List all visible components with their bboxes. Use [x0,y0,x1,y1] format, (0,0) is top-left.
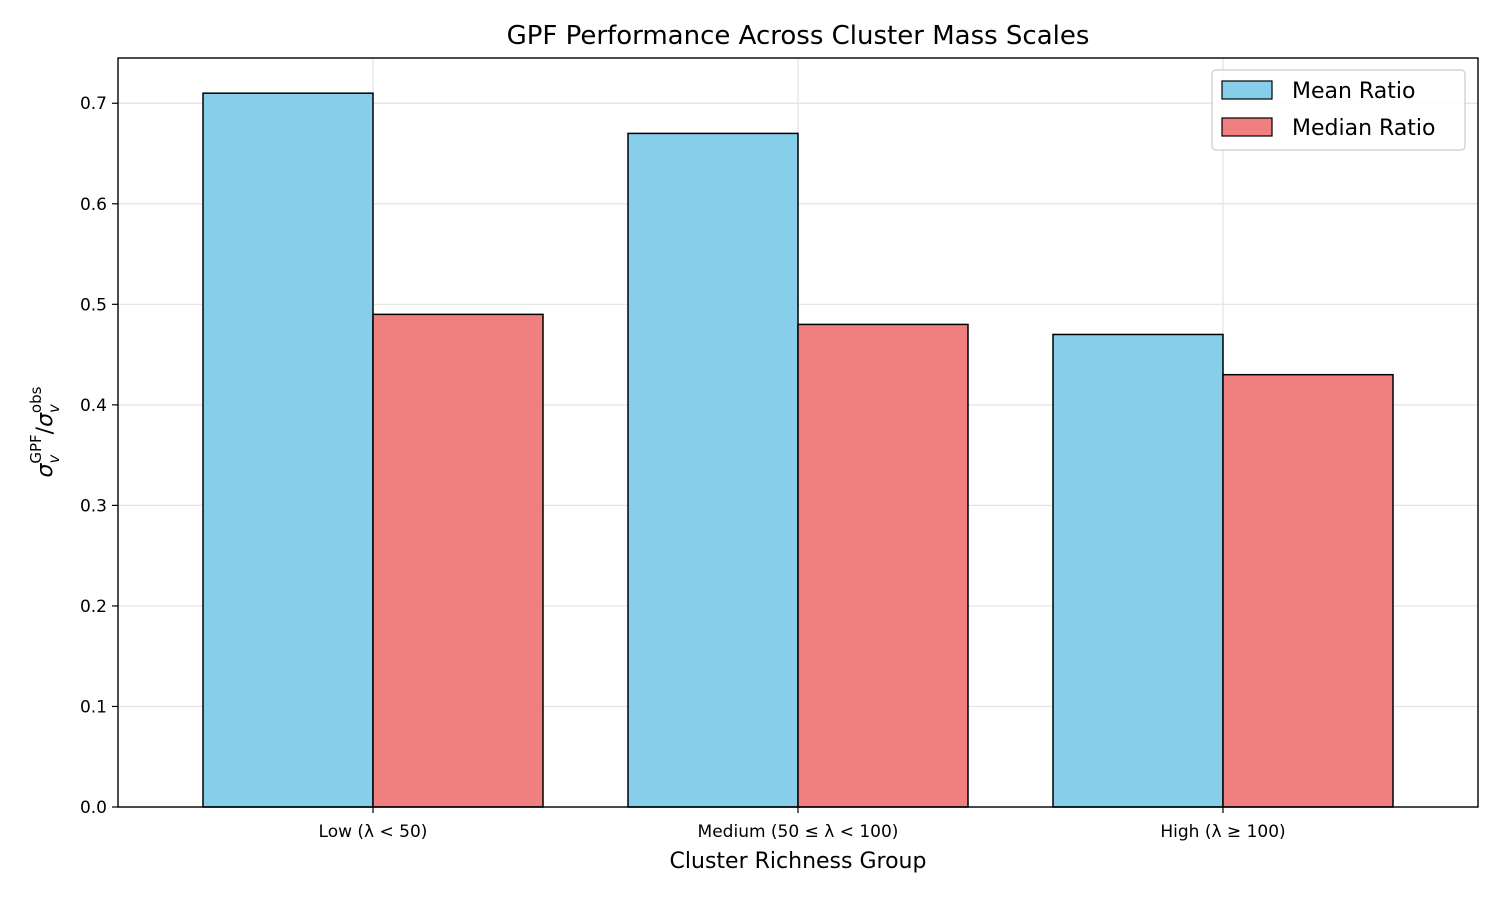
legend-label-median: Median Ratio [1292,116,1436,141]
bar-mean-ratio [627,132,799,808]
y-label-sub-den: v [45,403,63,413]
legend: Mean Ratio Median Ratio [1211,69,1466,151]
y-tick-label: 0.4 [80,396,107,416]
legend-swatch-median [1221,117,1273,137]
y-tick-label: 0.5 [80,295,107,315]
legend-swatch-mean [1221,80,1273,100]
y-tick-label: 0.3 [80,496,107,516]
bar-mean-ratio [202,92,374,808]
bar-mean-ratio [1052,333,1224,808]
y-tick-label: 0.0 [80,798,107,818]
y-tick-label: 0.1 [80,697,107,717]
bar-median-ratio [372,313,544,808]
y-tick-label: 0.7 [80,94,107,114]
y-tick-label: 0.6 [80,195,107,215]
chart-title: GPF Performance Across Cluster Mass Scal… [507,21,1090,51]
legend-label-mean: Mean Ratio [1292,79,1415,104]
y-axis: 0.0 0.1 0.2 0.3 0.4 0.5 0.6 0.7 [80,94,118,818]
x-tick-label: Medium (50 ≤ λ < 100) [698,822,899,842]
y-label-sup-den: obs [27,386,45,413]
x-axis-label: Cluster Richness Group [670,849,927,874]
bar-median-ratio [1222,373,1394,808]
y-label-slash: / [33,426,58,434]
x-tick-label: Low (λ < 50) [319,822,428,842]
y-label-sub-num: v [45,454,63,464]
legend-box [1211,69,1466,151]
x-axis: Low (λ < 50) Medium (50 ≤ λ < 100) High (λ… [319,807,1286,842]
bars-layer [202,92,1394,808]
x-tick-label: High (λ ≥ 100) [1160,822,1285,842]
bar-median-ratio [797,323,969,808]
y-label-sigma-num: σ [33,462,58,477]
y-label-sigma-den: σ [33,412,58,427]
y-label-sup-num: GPF [27,434,45,463]
y-tick-label: 0.2 [80,597,107,617]
y-axis-label: σvGPF/σvobs [27,386,63,477]
